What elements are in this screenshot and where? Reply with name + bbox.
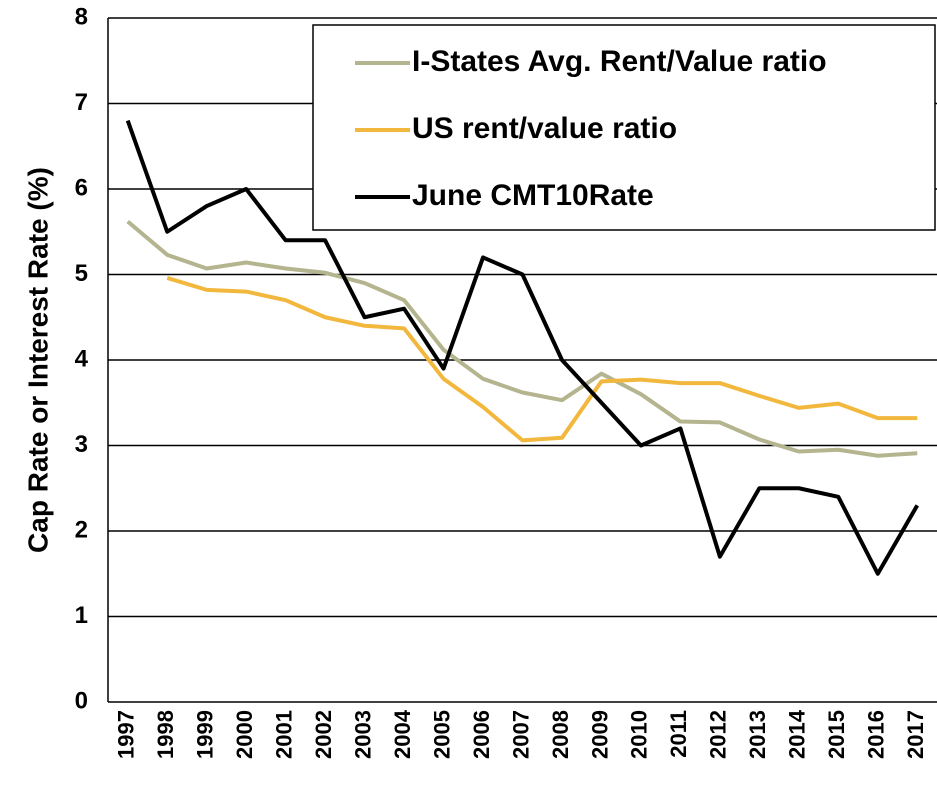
x-tick-label: 1999 bbox=[193, 710, 218, 759]
series-line bbox=[166, 276, 918, 443]
y-tick-label: 8 bbox=[75, 3, 88, 30]
x-tick-label: 2004 bbox=[390, 709, 415, 759]
y-tick-label: 7 bbox=[75, 89, 88, 116]
x-tick-label: 2002 bbox=[311, 710, 336, 759]
y-tick-label: 5 bbox=[75, 260, 88, 287]
x-tick-label: 2016 bbox=[864, 710, 889, 759]
y-tick-label: 1 bbox=[75, 602, 88, 629]
x-tick-label: 1998 bbox=[153, 710, 178, 759]
x-tick-label: 2008 bbox=[548, 710, 573, 759]
x-tick-label: 2000 bbox=[232, 710, 257, 759]
y-tick-label: 6 bbox=[75, 174, 88, 201]
x-tick-label: 1997 bbox=[114, 710, 139, 759]
y-axis-title: Cap Rate or Interest Rate (%) bbox=[22, 167, 53, 553]
y-tick-label: 4 bbox=[75, 345, 89, 372]
y-tick-label: 0 bbox=[75, 687, 88, 714]
x-tick-label: 2001 bbox=[271, 710, 296, 759]
y-tick-label: 2 bbox=[75, 516, 88, 543]
x-tick-label: 2003 bbox=[350, 710, 375, 759]
x-tick-label: 2011 bbox=[666, 710, 691, 758]
legend-label: US rent/value ratio bbox=[412, 112, 677, 145]
x-tick-label: 2009 bbox=[587, 710, 612, 759]
x-tick-label: 2010 bbox=[627, 710, 652, 759]
series-line bbox=[126, 219, 918, 458]
x-tick-label: 2015 bbox=[824, 710, 849, 759]
legend-label: June CMT10Rate bbox=[412, 179, 654, 212]
y-tick-label: 3 bbox=[75, 431, 88, 458]
x-tick-label: 2012 bbox=[706, 710, 731, 759]
x-tick-label: 2007 bbox=[508, 710, 533, 759]
x-tick-label: 2017 bbox=[903, 710, 928, 759]
series-line bbox=[125, 119, 919, 576]
x-tick-label: 2006 bbox=[469, 710, 494, 759]
x-tick-label: 2014 bbox=[785, 709, 810, 759]
legend-label: I-States Avg. Rent/Value ratio bbox=[412, 45, 827, 78]
x-tick-label: 2013 bbox=[745, 710, 770, 759]
legend-box bbox=[312, 24, 936, 231]
x-tick-label: 2005 bbox=[429, 710, 454, 759]
